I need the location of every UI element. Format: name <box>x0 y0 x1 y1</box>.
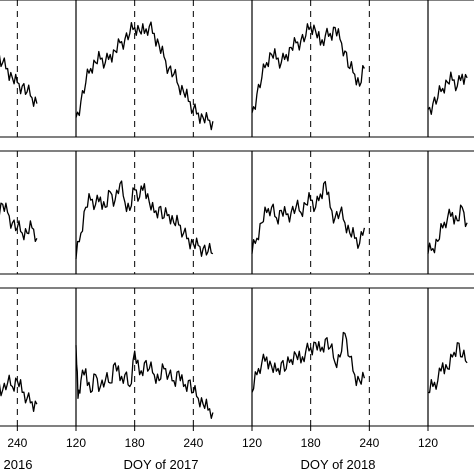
series-line-2019-row-1 <box>427 71 468 115</box>
series-line-2019-row-2 <box>427 204 468 254</box>
year-label-2016: 2016 <box>4 457 33 472</box>
x-tick-label-2018-120: 120 <box>242 436 262 450</box>
series-line-2018-row-3 <box>251 331 366 393</box>
x-tick-label-2017-240: 240 <box>183 436 203 450</box>
series-line-2016-row-1 <box>0 54 38 107</box>
panel-row-2 <box>0 150 474 275</box>
series-line-2016-row-2 <box>0 202 38 243</box>
x-tick-label-2016-240: 240 <box>7 436 27 450</box>
series-line-2017-row-3 <box>75 345 214 419</box>
year-label-2018: DOY of 2018 <box>301 457 376 472</box>
series-line-2017-row-1 <box>75 21 214 131</box>
x-tick-label-2019-120: 120 <box>418 436 438 450</box>
series-line-2016-row-3 <box>0 374 38 413</box>
series-line-2017-row-2 <box>75 180 214 259</box>
panel-row-3 <box>0 287 474 427</box>
x-tick-label-2017-180: 180 <box>125 436 145 450</box>
series-line-2019-row-3 <box>427 342 468 394</box>
x-axis: 240 120 180 240 120 180 240 120 2016 DOY of 2017 D… <box>4 426 438 472</box>
x-tick-label-2018-180: 180 <box>301 436 321 450</box>
panel-row-1 <box>0 0 474 138</box>
series-line-2018-row-2 <box>251 180 366 254</box>
x-tick-label-2017-120: 120 <box>66 436 86 450</box>
x-tick-label-2018-240: 240 <box>359 436 379 450</box>
panels-layer <box>0 0 474 427</box>
year-label-2017: DOY of 2017 <box>124 457 199 472</box>
series-line-2018-row-1 <box>251 23 365 114</box>
